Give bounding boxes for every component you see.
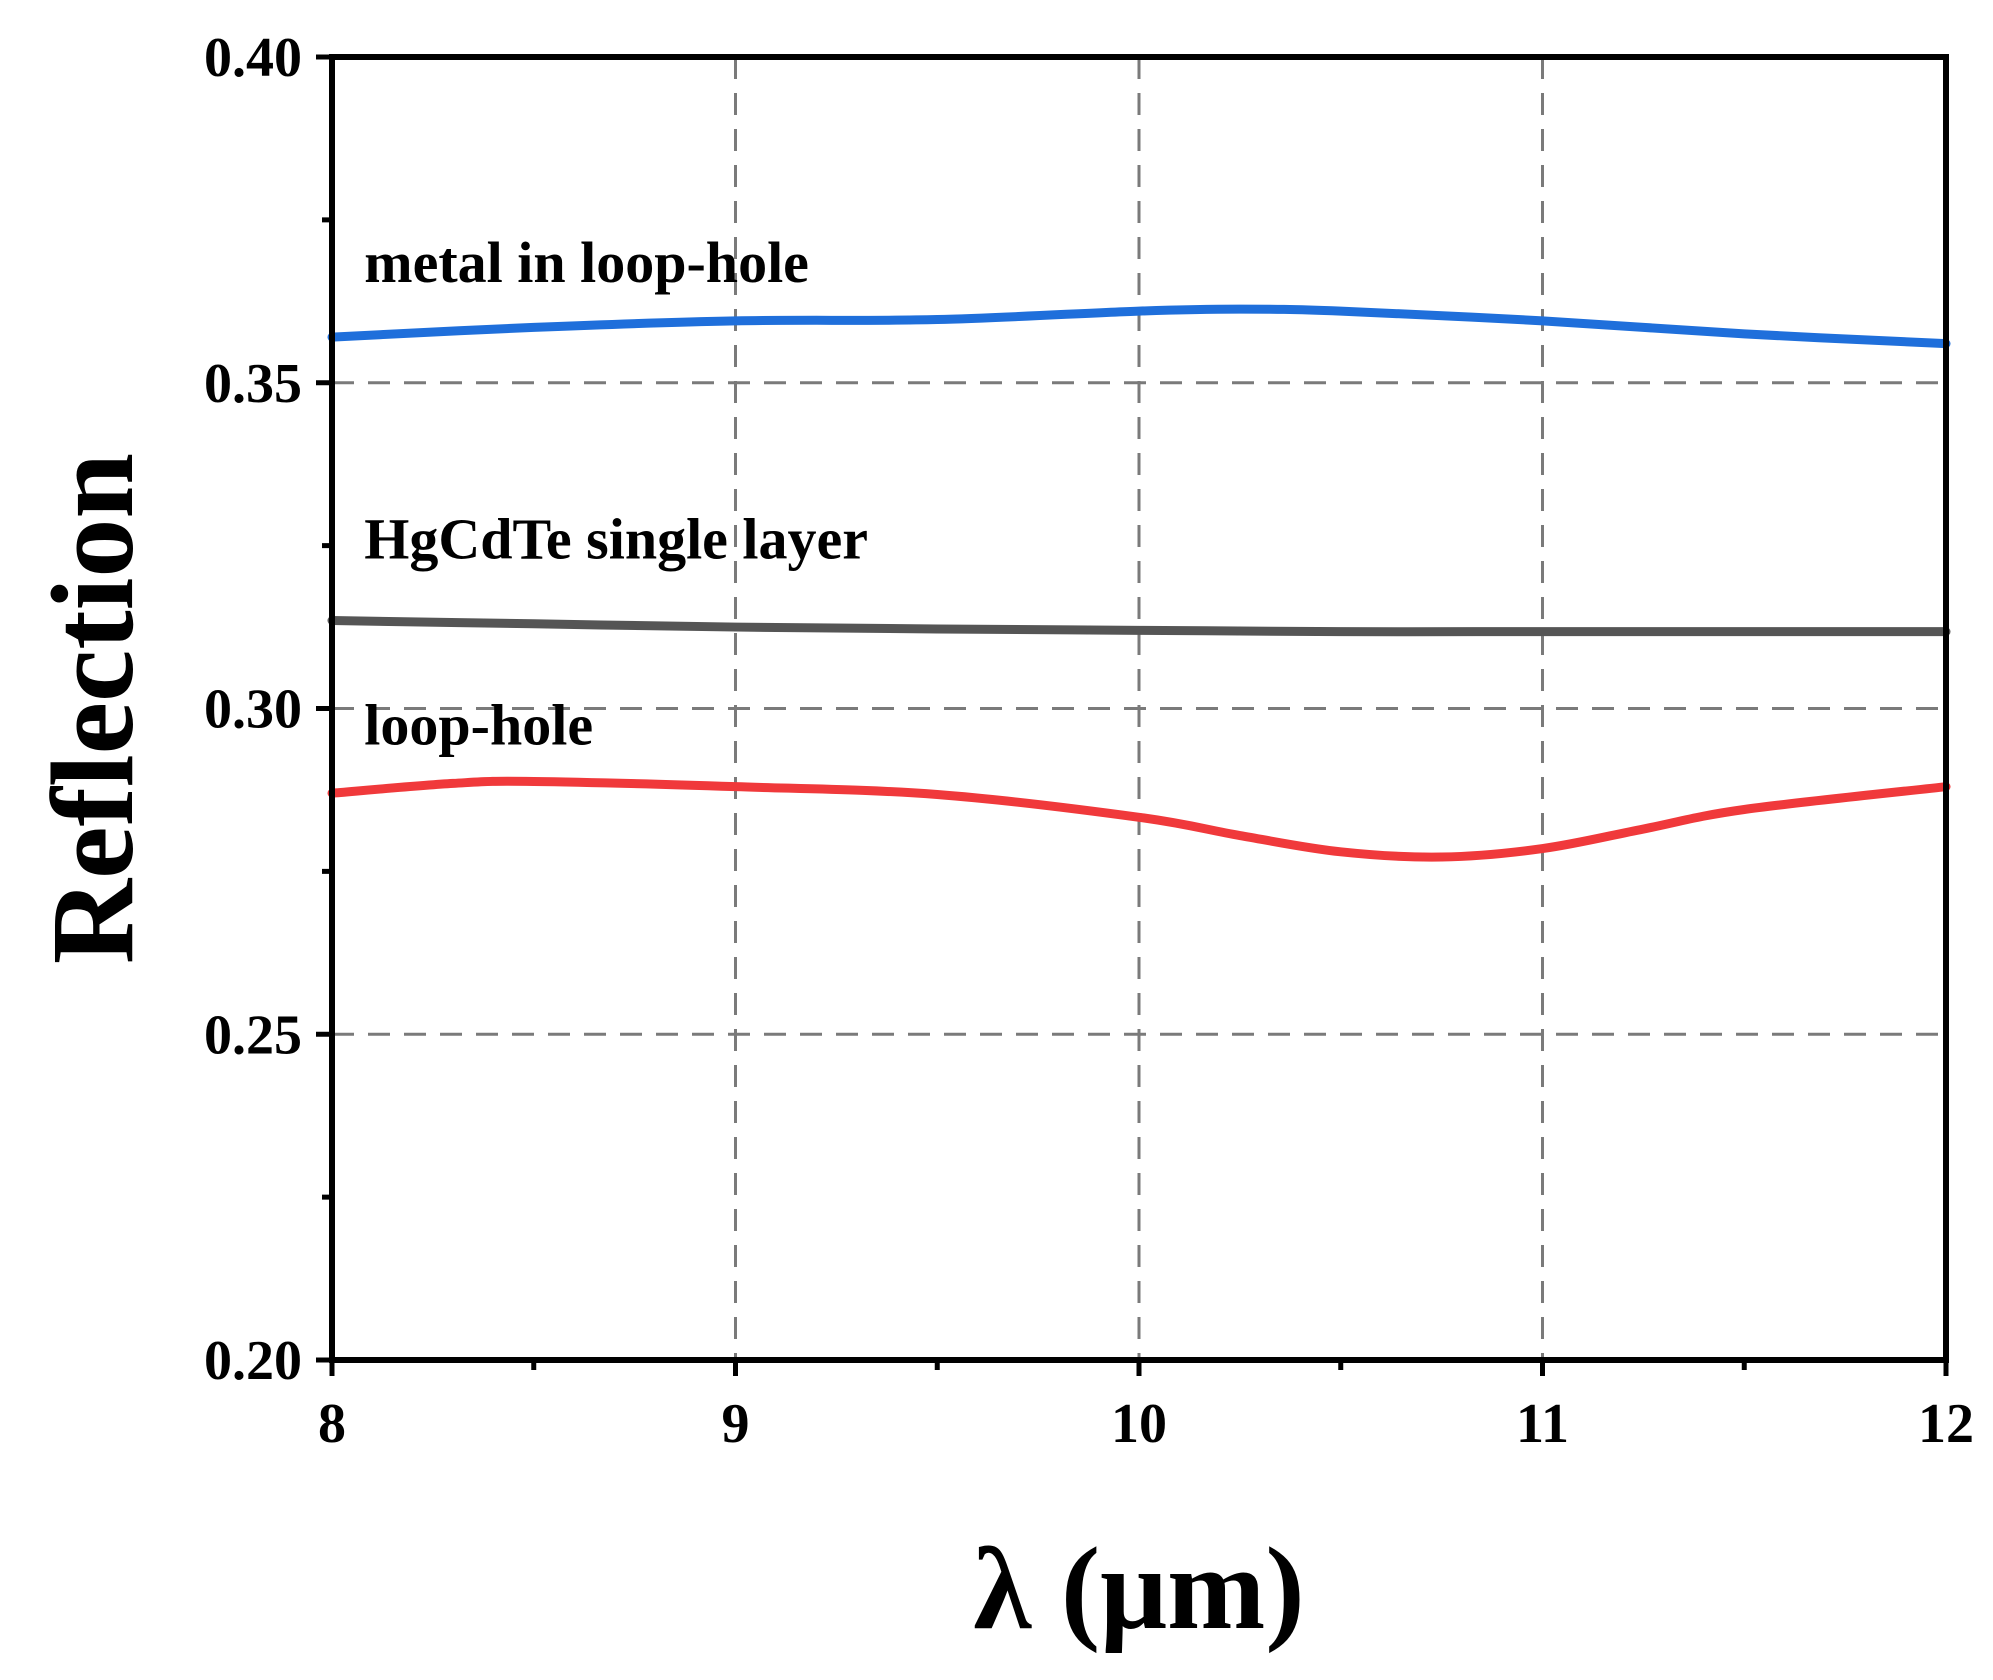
annotation-layer: metal in loop-hole HgCdTe single layer loo… bbox=[364, 230, 868, 758]
series-label: loop-hole bbox=[364, 692, 593, 757]
series-line-hgcdte-single-layer bbox=[327, 616, 1951, 637]
tick-layer: 8 9 10 11 12 0.20 0.25 0.30 0.35 0.40 bbox=[204, 27, 1974, 1455]
y-tick-label: 0.25 bbox=[204, 1004, 302, 1066]
x-tick-label: 9 bbox=[722, 1393, 750, 1455]
series-line-metal-in-loop-hole bbox=[327, 304, 1951, 349]
y-tick-label: 0.20 bbox=[204, 1330, 302, 1392]
grid-layer bbox=[332, 57, 1946, 1360]
x-tick-label: 10 bbox=[1111, 1393, 1167, 1455]
x-tick-label: 11 bbox=[1516, 1393, 1569, 1455]
y-tick-label: 0.40 bbox=[204, 27, 302, 89]
series-line-loop-hole bbox=[327, 776, 1951, 862]
series-label: HgCdTe single layer bbox=[364, 507, 868, 572]
y-tick-label: 0.30 bbox=[204, 679, 302, 741]
y-tick-label: 0.35 bbox=[204, 353, 302, 415]
series-layer bbox=[327, 304, 1951, 862]
y-axis-title: Reflection bbox=[27, 453, 158, 964]
x-axis-title: λ (μm) bbox=[973, 1523, 1304, 1654]
series-label: metal in loop-hole bbox=[364, 230, 809, 295]
x-tick-label: 12 bbox=[1918, 1393, 1974, 1455]
x-tick-label: 8 bbox=[318, 1393, 346, 1455]
